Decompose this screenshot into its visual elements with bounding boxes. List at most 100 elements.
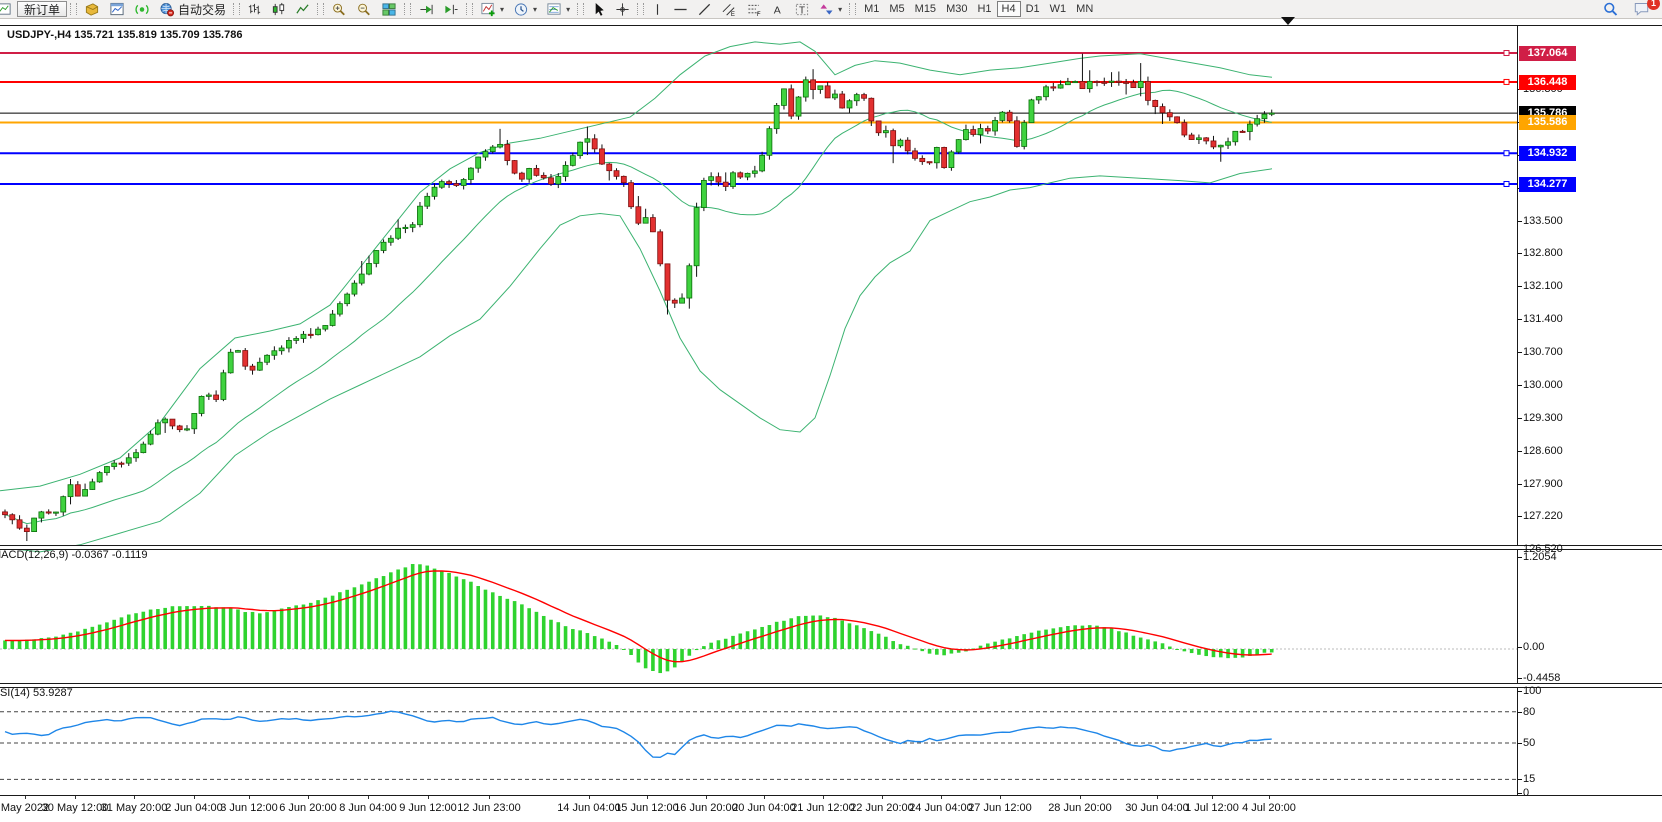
quotes-button[interactable] bbox=[80, 1, 104, 17]
autotrading-button[interactable]: 自动交易 bbox=[155, 1, 230, 17]
candlestick-type-button[interactable] bbox=[267, 1, 290, 17]
chart-area[interactable]: USDJPY-,H4 135.721 135.819 135.709 135.7… bbox=[0, 17, 1662, 822]
price-tick-label: 132.800 bbox=[1523, 247, 1563, 260]
crosshair-tool-button[interactable] bbox=[611, 1, 634, 17]
equidistant-channel-tool-button[interactable]: E bbox=[717, 1, 741, 17]
cursor-tool-button[interactable] bbox=[587, 1, 610, 17]
chart-shift-marker[interactable] bbox=[1281, 17, 1295, 25]
new-order-button[interactable]: 新订单 bbox=[17, 1, 68, 17]
tf-button-M15[interactable]: M15 bbox=[910, 1, 941, 17]
bull-candle bbox=[395, 227, 402, 239]
quotes-gold-icon bbox=[85, 2, 99, 16]
macd-bar bbox=[687, 649, 692, 656]
macd-bar bbox=[731, 635, 735, 649]
bear-candle bbox=[23, 527, 30, 532]
tf-button-W1[interactable]: W1 bbox=[1045, 1, 1072, 17]
macd-bar bbox=[46, 637, 51, 649]
horizontal-line-tool-button[interactable] bbox=[669, 1, 692, 17]
bear-candle bbox=[9, 514, 16, 521]
macd-bar bbox=[447, 572, 451, 649]
notification-badge: 1 bbox=[1647, 0, 1660, 10]
panel-separator[interactable] bbox=[0, 683, 1662, 688]
chart-window-button[interactable] bbox=[105, 1, 129, 17]
main-price-panel[interactable] bbox=[0, 26, 1662, 553]
bull-candle bbox=[431, 186, 438, 197]
bear-candle bbox=[861, 94, 867, 99]
hline-137.064[interactable] bbox=[0, 50, 1517, 56]
bull-candle bbox=[1072, 81, 1079, 84]
rsi-panel[interactable] bbox=[0, 687, 1662, 795]
macd-bar bbox=[767, 625, 772, 649]
macd-signal-line bbox=[4, 570, 1272, 663]
hline-134.932[interactable] bbox=[0, 150, 1517, 157]
bull-candle bbox=[387, 237, 394, 243]
tf-button-M30[interactable]: M30 bbox=[941, 1, 972, 17]
time-axis[interactable]: May 2022 30 May 12:00 31 May 20:00 2 Jun 04… bbox=[0, 796, 1662, 822]
macd-bar bbox=[898, 644, 903, 649]
macd-bar bbox=[1124, 632, 1128, 649]
text-label-tool-button[interactable]: T bbox=[790, 1, 814, 17]
macd-bar bbox=[228, 607, 233, 649]
bull-candle bbox=[584, 138, 591, 143]
macd-bar bbox=[105, 622, 109, 649]
search-button[interactable] bbox=[1598, 1, 1623, 17]
tf-button-D1[interactable]: D1 bbox=[1021, 1, 1045, 17]
tile-windows-button[interactable] bbox=[377, 1, 401, 17]
macd-bar bbox=[425, 565, 430, 649]
time-tick-mark bbox=[134, 796, 135, 799]
indicators-button[interactable]: ▾ bbox=[476, 1, 508, 17]
macd-bar bbox=[272, 610, 277, 649]
bear-candle bbox=[540, 174, 547, 179]
macd-bar bbox=[17, 640, 22, 649]
macd-panel[interactable] bbox=[0, 549, 1662, 683]
hline-134.277[interactable] bbox=[0, 180, 1517, 187]
bull-candle bbox=[89, 481, 96, 490]
bear-candle bbox=[1210, 140, 1217, 148]
line-chart-type-button[interactable] bbox=[291, 1, 314, 17]
fibonacci-tool-button[interactable]: F bbox=[742, 1, 766, 17]
macd-bar bbox=[702, 646, 706, 649]
hline-136.448[interactable] bbox=[0, 78, 1517, 85]
tf-button-M1[interactable]: M1 bbox=[859, 1, 884, 17]
macd-tick-label: 1.2054 bbox=[1523, 551, 1557, 563]
bull-candle bbox=[329, 313, 336, 326]
vertical-line-tool-button[interactable] bbox=[647, 1, 668, 17]
zoom-in-button[interactable] bbox=[327, 1, 351, 17]
time-tick-mark bbox=[647, 796, 648, 799]
bull-candle bbox=[933, 147, 940, 164]
signal-button[interactable] bbox=[130, 1, 154, 17]
macd-bar bbox=[221, 607, 226, 649]
periods-button[interactable]: ▾ bbox=[509, 1, 541, 17]
panel-separator[interactable] bbox=[0, 545, 1662, 550]
tf-button-MN[interactable]: MN bbox=[1071, 1, 1098, 17]
auto-scroll-button[interactable] bbox=[414, 1, 438, 17]
time-tick-mark bbox=[1269, 796, 1270, 799]
rsi-tick-mark bbox=[1518, 743, 1522, 744]
bull-candle bbox=[184, 428, 190, 431]
bull-candle bbox=[60, 496, 67, 513]
macd-bar bbox=[884, 636, 888, 649]
macd-bar bbox=[1117, 631, 1121, 649]
new-order-label: 新订单 bbox=[24, 2, 61, 17]
bull-candle bbox=[256, 361, 263, 371]
tf-button-H1[interactable]: H1 bbox=[972, 1, 996, 17]
price-tick-mark bbox=[1518, 319, 1522, 321]
bull-candle bbox=[577, 141, 584, 157]
trend-line-tool-button[interactable] bbox=[693, 1, 716, 17]
macd-bar bbox=[1240, 649, 1245, 658]
arrows-tool-button[interactable]: ▾ bbox=[815, 1, 846, 17]
chart-shift-button[interactable] bbox=[439, 1, 463, 17]
zoom-out-button[interactable] bbox=[352, 1, 376, 17]
tf-button-H4[interactable]: H4 bbox=[996, 1, 1021, 17]
notifications-button[interactable]: 1 bbox=[1629, 0, 1660, 17]
bull-candle bbox=[708, 176, 715, 181]
time-tick-mark bbox=[489, 796, 490, 799]
bear-candle bbox=[533, 168, 540, 176]
bull-candle bbox=[1254, 118, 1261, 125]
bull-candle bbox=[53, 511, 59, 514]
tf-button-M5[interactable]: M5 bbox=[884, 1, 909, 17]
templates-button[interactable]: ▾ bbox=[542, 1, 574, 17]
bull-candle bbox=[1028, 99, 1035, 124]
bar-chart-type-button[interactable] bbox=[243, 1, 266, 17]
text-tool-button[interactable]: A bbox=[767, 1, 789, 17]
